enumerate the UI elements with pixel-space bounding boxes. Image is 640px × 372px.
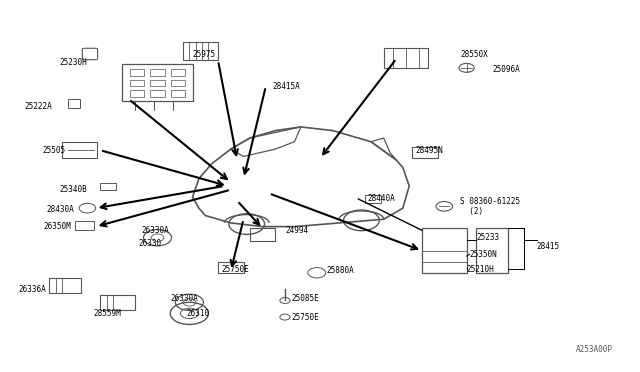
Text: 25210H: 25210H bbox=[467, 264, 494, 273]
Text: 28550X: 28550X bbox=[460, 51, 488, 60]
Bar bbox=[130, 69, 144, 76]
Text: 25222A: 25222A bbox=[24, 102, 52, 111]
Bar bbox=[171, 90, 185, 97]
Text: 25505: 25505 bbox=[42, 147, 65, 155]
Bar bbox=[100, 295, 135, 310]
Bar bbox=[150, 90, 164, 97]
Text: 25750E: 25750E bbox=[221, 264, 249, 273]
Bar bbox=[218, 262, 244, 273]
Text: 25350N: 25350N bbox=[470, 250, 497, 259]
Text: A253A00P: A253A00P bbox=[576, 345, 613, 354]
Text: 26330A: 26330A bbox=[170, 294, 198, 303]
Text: 28430A: 28430A bbox=[47, 205, 75, 215]
Bar bbox=[68, 99, 80, 109]
Text: 25233: 25233 bbox=[476, 233, 499, 242]
Text: 25340B: 25340B bbox=[60, 185, 88, 194]
Bar bbox=[130, 80, 144, 86]
Text: 28415A: 28415A bbox=[272, 82, 300, 91]
Text: 28415: 28415 bbox=[537, 243, 560, 251]
Text: 25230H: 25230H bbox=[60, 58, 88, 67]
Bar bbox=[150, 69, 164, 76]
Text: 26330A: 26330A bbox=[141, 226, 170, 235]
Text: 26310: 26310 bbox=[186, 309, 209, 318]
Bar bbox=[122, 64, 193, 101]
Bar bbox=[412, 147, 438, 158]
Text: 26336A: 26336A bbox=[19, 285, 46, 294]
Text: 25975: 25975 bbox=[193, 51, 216, 60]
Text: 25096A: 25096A bbox=[492, 65, 520, 74]
Text: 26350M: 26350M bbox=[44, 222, 72, 231]
Text: 28495N: 28495N bbox=[415, 147, 444, 155]
Bar bbox=[62, 142, 97, 158]
Bar bbox=[49, 278, 81, 293]
Bar bbox=[130, 90, 144, 97]
Text: 25880A: 25880A bbox=[326, 266, 354, 275]
Bar bbox=[171, 69, 185, 76]
Bar bbox=[150, 80, 164, 86]
Text: 28440A: 28440A bbox=[368, 195, 396, 203]
Bar bbox=[171, 80, 185, 86]
Bar bbox=[476, 228, 508, 273]
Text: S 08360-61225
  (2): S 08360-61225 (2) bbox=[460, 197, 520, 216]
Bar bbox=[365, 195, 381, 203]
Bar bbox=[100, 183, 116, 190]
Bar bbox=[384, 48, 428, 68]
Text: 25750E: 25750E bbox=[291, 312, 319, 321]
Text: 25085E: 25085E bbox=[291, 294, 319, 303]
Text: 24994: 24994 bbox=[285, 226, 308, 235]
Bar bbox=[250, 228, 275, 241]
Text: 26330: 26330 bbox=[138, 239, 161, 248]
Bar bbox=[183, 42, 218, 61]
Text: 28559M: 28559M bbox=[94, 309, 122, 318]
Bar bbox=[422, 228, 467, 273]
Bar bbox=[75, 221, 94, 230]
